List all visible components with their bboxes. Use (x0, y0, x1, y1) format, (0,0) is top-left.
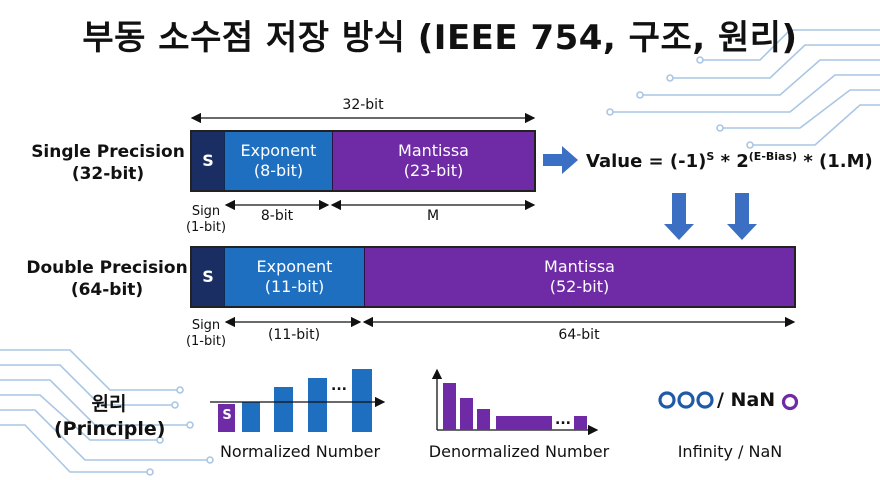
infinity-nan-caption: Infinity / NaN (677, 442, 783, 461)
double-label-line1: Double Precision (26, 258, 188, 278)
double-sign-caption-line1: Sign (191, 318, 221, 333)
denormalized-bar (443, 383, 456, 430)
single-sign-caption: Sign (1-bit) (180, 204, 232, 236)
single-sign-segment: S (192, 132, 224, 190)
single-label-line1: Single Precision (31, 142, 185, 162)
single-exponent-segment: Exponent (8-bit) (224, 132, 332, 190)
double-exponent-title: Exponent (256, 257, 333, 276)
denormalized-bar (574, 416, 587, 430)
normalized-bar (274, 387, 293, 432)
value-formula: Value = (-1)S * 2(E-Bias) * (1.M) (586, 150, 873, 172)
single-sign-caption-line2: (1-bit) (185, 220, 227, 235)
single-mantissa-bits: (23-bit) (403, 161, 464, 180)
formula-sign-exp: S (706, 150, 715, 163)
right-arrow-icon (543, 146, 578, 174)
down-arrow-icon (727, 193, 757, 240)
single-exponent-bits: (8-bit) (253, 161, 304, 180)
normalized-sign-label: S (222, 408, 232, 423)
double-mantissa-title: Mantissa (544, 257, 615, 276)
formula-prefix: Value = (-1) (586, 151, 707, 172)
nan-label: / NaN (717, 389, 776, 411)
double-precision-bar: S Exponent (11-bit) Mantissa (52-bit) (190, 246, 796, 308)
down-arrow-icon (664, 193, 694, 240)
single-precision-label: Single Precision (32-bit) (28, 141, 188, 185)
double-exponent-bits: (11-bit) (264, 277, 325, 296)
double-sign-caption: Sign (1-bit) (180, 318, 232, 350)
double-label-line2: (64-bit) (70, 280, 144, 300)
principle-line2: (Principle) (54, 418, 166, 440)
page-title: 부동 소수점 저장 방식 (IEEE 754, 구조, 원리) (82, 18, 798, 58)
denormalized-caption: Denormalized Number (428, 442, 610, 461)
double-precision-label: Double Precision (64-bit) (22, 257, 192, 301)
normalized-bar (308, 378, 327, 432)
double-mantissa-span-label: 64-bit (558, 327, 600, 343)
normalized-number-chart (210, 369, 386, 432)
normalized-bar (242, 402, 260, 432)
single-mantissa-span-label: M (426, 208, 440, 224)
single-exponent-span-label: 8-bit (260, 208, 294, 224)
double-exponent-segment: Exponent (11-bit) (224, 248, 364, 306)
single-sign-caption-line1: Sign (191, 204, 221, 219)
infinity-icon (658, 391, 714, 409)
single-mantissa-segment: Mantissa (23-bit) (332, 132, 534, 190)
denormalized-bar (460, 398, 473, 430)
double-sign-segment: S (192, 248, 224, 306)
denormalized-ellipsis: ... (555, 412, 571, 428)
single-label-line2: (32-bit) (71, 164, 145, 184)
denormalized-number-chart (431, 368, 599, 436)
single-exponent-title: Exponent (240, 141, 317, 160)
double-exponent-span-label: (11-bit) (267, 327, 321, 343)
normalized-ellipsis: ... (331, 378, 347, 394)
nan-circle-icon (781, 393, 799, 411)
formula-mid: * 2 (714, 151, 749, 172)
normalized-caption: Normalized Number (219, 442, 381, 461)
single-total-label: 32-bit (342, 97, 384, 113)
normalized-sign-box (218, 404, 235, 432)
single-mantissa-title: Mantissa (398, 141, 469, 160)
denormalized-bar (477, 409, 490, 430)
double-sign-caption-line2: (1-bit) (185, 334, 227, 349)
principle-line1: 원리 (91, 393, 127, 415)
double-mantissa-segment: Mantissa (52-bit) (364, 248, 794, 306)
single-precision-bar: S Exponent (8-bit) Mantissa (23-bit) (190, 130, 536, 192)
principle-label: 원리 (Principle) (54, 392, 166, 442)
normalized-bar (352, 369, 372, 432)
double-mantissa-bits: (52-bit) (549, 277, 610, 296)
denormalized-bar (496, 416, 552, 430)
formula-suffix: * (1.M) (797, 151, 873, 172)
formula-bias-exp: (E-Bias) (748, 150, 798, 163)
